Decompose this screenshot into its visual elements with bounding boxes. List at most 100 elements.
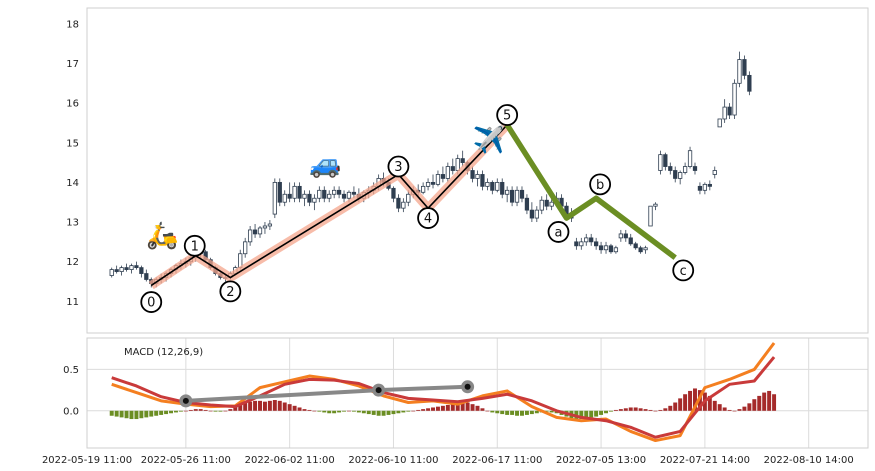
y-tick-label: 16: [66, 99, 79, 110]
candle-body: [737, 59, 742, 84]
macd-hist-bar: [757, 395, 762, 411]
macd-hist-bar: [381, 410, 386, 416]
impulse-label-4: 4: [424, 212, 432, 227]
y-tick-label: 14: [66, 178, 79, 189]
macd-hist-bar: [203, 409, 208, 411]
macd-hist-bar: [455, 402, 460, 411]
macd-hist-bar: [262, 401, 267, 411]
signal-line: [111, 356, 776, 439]
candle-body: [505, 189, 510, 195]
candle-body: [450, 166, 455, 171]
macd-hist-bar: [169, 410, 174, 414]
macd-hist-bar: [752, 399, 757, 411]
macd-hist-bar: [124, 410, 129, 419]
candle-body: [623, 233, 628, 239]
candle-body: [322, 189, 327, 199]
macd-hist-bar: [287, 404, 292, 411]
x-tick-label: 2022-06-02 11:00: [245, 455, 335, 466]
macd-hist-bar: [500, 410, 505, 415]
candle-body: [574, 241, 579, 247]
macd-hist-bar: [342, 410, 347, 412]
candle-body: [346, 191, 352, 199]
macd-hist-bar: [233, 406, 238, 411]
candle-body: [594, 241, 599, 247]
macd-hist-bar: [712, 400, 717, 411]
macd-hist-bar: [613, 409, 618, 411]
candle-body: [297, 185, 302, 199]
y-tick-label: 18: [66, 19, 79, 30]
impulse-label-0-circle: [140, 291, 163, 313]
candle-body: [470, 170, 475, 179]
macd-hist-bar: [322, 410, 327, 413]
candle-body: [539, 199, 544, 211]
candle-body: [687, 150, 693, 167]
candle-body: [643, 247, 648, 251]
candle-body: [134, 265, 139, 269]
macd-hist-bar: [693, 388, 697, 411]
candle-body: [485, 181, 490, 187]
candle-body: [519, 189, 525, 199]
macd-hist-bar: [401, 410, 406, 413]
macd-hist-bar: [248, 401, 253, 411]
macd-hist-bar: [683, 394, 688, 411]
candle-body: [282, 193, 287, 203]
macd-panel-border: [86, 337, 869, 449]
macd-hist-bar: [737, 409, 742, 411]
macd-hist-bar: [416, 409, 421, 411]
candle-body: [742, 59, 747, 76]
candle-body: [658, 154, 663, 171]
macd-hist-bar: [673, 402, 678, 411]
macd-hist-bar: [594, 410, 599, 417]
x-tick-label: 2022-06-17 11:00: [452, 455, 542, 466]
macd-hist-bar: [159, 410, 164, 415]
macd-hist-bar: [524, 410, 529, 415]
elliott-waves: 0 1 2 3 4 5 a b c: [140, 104, 695, 313]
macd-hist-bar: [648, 409, 653, 411]
macd-hist-bar: [253, 400, 258, 411]
candle-body: [633, 243, 638, 249]
y-tick-label: 12: [66, 257, 79, 268]
macd-hist-bar: [450, 404, 455, 411]
candle-body: [524, 197, 530, 211]
candle-body: [534, 209, 539, 219]
candle-body: [435, 174, 441, 185]
candle-body: [401, 201, 406, 209]
candle-body: [119, 267, 124, 272]
macd-hist-bar: [604, 410, 608, 414]
candle-body: [618, 233, 623, 239]
impulse-label-3-circle: [387, 155, 410, 178]
candle-body: [129, 265, 134, 270]
y-tick-label: 17: [66, 59, 79, 70]
macd-hist-bar: [549, 410, 554, 413]
macd-y-tick-label: 0.0: [63, 406, 79, 417]
candle-body: [598, 245, 604, 251]
candle-body: [277, 181, 282, 203]
candle-body: [302, 193, 307, 199]
macd-hist-bar: [618, 409, 623, 411]
candle-body: [727, 106, 732, 116]
impulse-label-0: 0: [147, 296, 155, 311]
candle-body: [584, 237, 589, 243]
candle-body: [480, 174, 485, 187]
corrective-label-a-circle: [547, 221, 570, 243]
candle-body: [445, 166, 450, 179]
macd-hist-bar: [658, 409, 663, 411]
macd-hist-bar: [584, 410, 589, 419]
candle-body: [317, 189, 322, 199]
macd-hist-bar: [440, 405, 445, 411]
x-tick-label: 2022-05-26 11:00: [141, 455, 231, 466]
macd-histogram: [109, 388, 777, 420]
y-tick-label: 11: [66, 297, 79, 308]
emoji-marker-2: ✈️: [473, 124, 505, 156]
macd-hist-bar: [129, 410, 134, 420]
candle-body: [589, 237, 594, 243]
macd-hist-bar: [396, 410, 401, 414]
macd-hist-bar: [238, 404, 243, 411]
macd-hist-bar: [445, 404, 450, 411]
candle-body: [425, 181, 431, 187]
macd-hist-bar: [277, 400, 282, 411]
macd-hist-bar: [307, 409, 312, 411]
candle-body: [287, 193, 292, 199]
